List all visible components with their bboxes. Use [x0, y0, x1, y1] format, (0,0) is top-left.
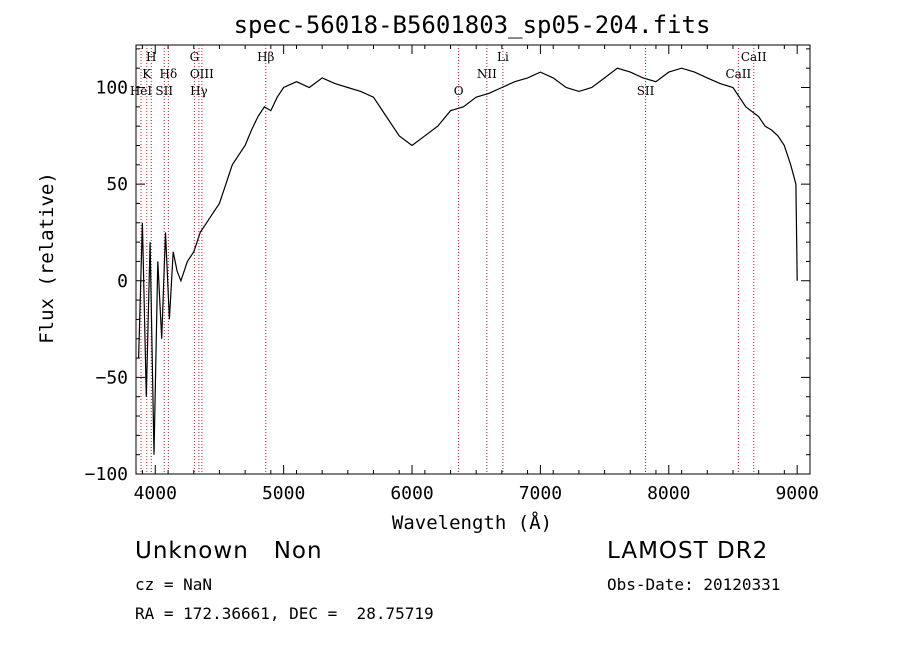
- chart-title: spec-56018-B5601803_sp05-204.fits: [234, 11, 711, 39]
- x-tick-label: 7000: [519, 483, 562, 504]
- y-tick-label: −100: [85, 464, 128, 485]
- redshift-cz: cz = NaN: [135, 575, 213, 594]
- plot-area: 4000 5000 6000 7000 8000 9000 −100 −50 0 50 100 HeI…: [85, 44, 819, 504]
- spectral-line-label: Hβ: [257, 50, 274, 64]
- ra-dec-coordinates: RA = 172.36661, DEC = 28.75719: [135, 604, 434, 623]
- spectral-line-label: CaII: [725, 67, 751, 81]
- x-tick-label: 9000: [775, 483, 818, 504]
- y-tick-label: 100: [95, 78, 128, 99]
- spectral-line-label: Hγ: [190, 84, 208, 98]
- y-tick-label: −50: [95, 367, 128, 388]
- spectral-line-label: OIII: [190, 67, 214, 81]
- spectral-line-label: SII: [637, 84, 655, 98]
- spectral-line-label: K: [142, 67, 152, 81]
- spectrum-line: [138, 67, 798, 455]
- spectral-line-label: Hδ: [160, 67, 178, 81]
- observation-date: Obs-Date: 20120331: [607, 575, 781, 594]
- spectral-line-label: Li: [497, 50, 509, 64]
- survey-name: LAMOST DR2: [607, 538, 769, 564]
- x-tick-label: 4000: [134, 483, 177, 504]
- spectral-line-label: O: [454, 84, 464, 98]
- spectral-class: Unknown Non: [135, 538, 323, 564]
- spectral-line-label: G: [190, 50, 200, 64]
- y-tick-label: 50: [106, 174, 128, 195]
- spectral-line-label: H: [146, 50, 156, 64]
- spectral-line-label: CaII: [741, 50, 767, 64]
- x-axis-label: Wavelength (Å): [392, 511, 552, 534]
- spectral-line-label: NII: [477, 67, 497, 81]
- x-tick-label: 8000: [647, 483, 690, 504]
- y-axis-label: Flux (relative): [36, 172, 58, 344]
- spectral-line-label: HeI: [130, 84, 153, 98]
- x-tick-label: 6000: [390, 483, 433, 504]
- x-tick-label: 5000: [262, 483, 305, 504]
- plot-frame: [135, 44, 811, 475]
- spectral-line-label: SII: [155, 84, 173, 98]
- y-tick-label: 0: [117, 271, 128, 292]
